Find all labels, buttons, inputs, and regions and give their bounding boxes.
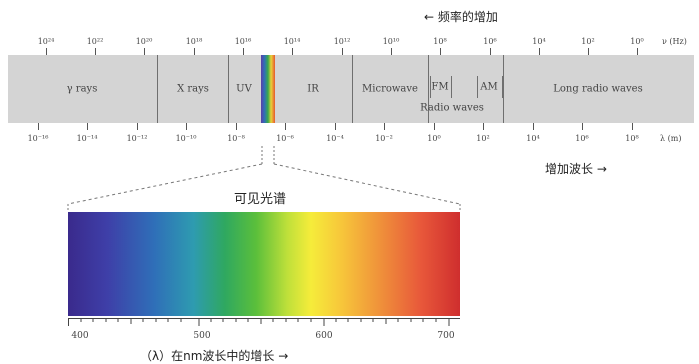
- frequency-tick-mark: [292, 48, 293, 55]
- frequency-tick: 10⁰: [630, 37, 644, 46]
- visible-spectrum-gradient: [68, 212, 460, 316]
- wavelength-tick: 10⁻¹⁰: [175, 134, 197, 143]
- frequency-tick-mark: [588, 48, 589, 55]
- visible-tick-500: 500: [193, 331, 211, 341]
- frequency-direction-note: ← 频率的增加: [424, 10, 498, 24]
- wavelength-tick: 10⁻⁶: [276, 134, 294, 143]
- frequency-tick: 10¹⁸: [185, 37, 203, 46]
- frequency-tick: 10²⁴: [37, 37, 55, 46]
- band-background: [8, 55, 694, 123]
- frequency-tick: 10²: [581, 37, 595, 46]
- visible-light-stripe: [261, 55, 275, 123]
- visible-tick-600: 600: [315, 331, 333, 341]
- frequency-tick: 10¹⁶: [234, 37, 252, 46]
- frequency-tick-mark: [391, 48, 392, 55]
- visible-tick-700: 700: [437, 331, 455, 341]
- wavelength-tick-mark: [384, 123, 385, 130]
- frequency-tick-mark: [490, 48, 491, 55]
- wavelength-tick-mark: [582, 123, 583, 130]
- am-box: [477, 76, 503, 98]
- wavelength-tick: 10⁻¹²: [126, 134, 148, 143]
- wavelength-tick-mark: [186, 123, 187, 130]
- wavelength-tick-mark: [632, 123, 633, 130]
- wavelength-tick-mark: [483, 123, 484, 130]
- wavelength-tick: 10⁻²: [375, 134, 393, 143]
- frequency-tick-mark: [144, 48, 145, 55]
- region-label-fm: FM: [431, 81, 449, 93]
- fm-box: [430, 76, 452, 98]
- frequency-tick: 10⁶: [483, 37, 497, 46]
- region-label-ir: IR: [307, 83, 319, 95]
- region-label-xray: X rays: [177, 83, 209, 95]
- region-divider: [503, 55, 504, 123]
- wavelength-tick: 10⁶: [575, 134, 589, 143]
- region-divider: [352, 55, 353, 123]
- wavelength-tick-mark: [335, 123, 336, 130]
- wavelength-tick-mark: [236, 123, 237, 130]
- frequency-tick-mark: [440, 48, 441, 55]
- region-divider: [157, 55, 158, 123]
- frequency-tick: 10¹⁰: [382, 37, 400, 46]
- frequency-tick-mark: [243, 48, 244, 55]
- region-label-gamma: γ rays: [66, 83, 98, 95]
- frequency-tick: 10¹²: [333, 37, 351, 46]
- wavelength-tick: 10⁻¹⁴: [76, 134, 98, 143]
- wavelength-tick-mark: [285, 123, 286, 130]
- wavelength-unit: λ (m): [660, 134, 682, 143]
- frequency-tick: 10²⁰: [135, 37, 153, 46]
- region-divider: [228, 55, 229, 123]
- wavelength-tick: 10⁰: [427, 134, 441, 143]
- wavelength-tick-mark: [137, 123, 138, 130]
- wavelength-tick-mark: [434, 123, 435, 130]
- wavelength-tick: 10²: [476, 134, 490, 143]
- wavelength-tick: 10⁻⁸: [227, 134, 245, 143]
- visible-tick-400: 400: [71, 331, 89, 341]
- visible-scale-axis: [68, 318, 460, 319]
- region-label-am: AM: [480, 81, 498, 93]
- frequency-tick-mark: [194, 48, 195, 55]
- wavelength-direction-note: 增加波长 →: [545, 162, 607, 176]
- region-label-long-radio: Long radio waves: [553, 83, 643, 95]
- frequency-tick: 10⁸: [433, 37, 447, 46]
- region-label-radio-waves: Radio waves: [420, 102, 484, 114]
- frequency-tick: 10¹⁴: [283, 37, 301, 46]
- wavelength-tick-mark: [87, 123, 88, 130]
- wavelength-tick: 10⁻¹⁶: [27, 134, 49, 143]
- wavelength-tick: 10⁸: [625, 134, 639, 143]
- visible-spectrum-title: 可见光谱: [234, 192, 287, 207]
- wavelength-tick: 10⁻⁴: [326, 134, 344, 143]
- frequency-tick-mark: [95, 48, 96, 55]
- wavelength-tick-mark: [533, 123, 534, 130]
- frequency-unit: ν (Hz): [662, 37, 687, 46]
- region-divider: [428, 55, 429, 123]
- frequency-tick-mark: [539, 48, 540, 55]
- frequency-tick-mark: [342, 48, 343, 55]
- region-label-microwave: Microwave: [362, 83, 418, 95]
- frequency-tick-mark: [46, 48, 47, 55]
- frequency-tick: 10²²: [86, 37, 104, 46]
- wavelength-tick-mark: [38, 123, 39, 130]
- visible-scale-ticks: [68, 318, 450, 326]
- frequency-tick-mark: [637, 48, 638, 55]
- wavelength-tick: 10⁴: [526, 134, 540, 143]
- visible-axis-label: （λ）在nm波长中的增长 →: [140, 349, 289, 363]
- region-label-uv: UV: [236, 83, 252, 95]
- frequency-tick: 10⁴: [532, 37, 546, 46]
